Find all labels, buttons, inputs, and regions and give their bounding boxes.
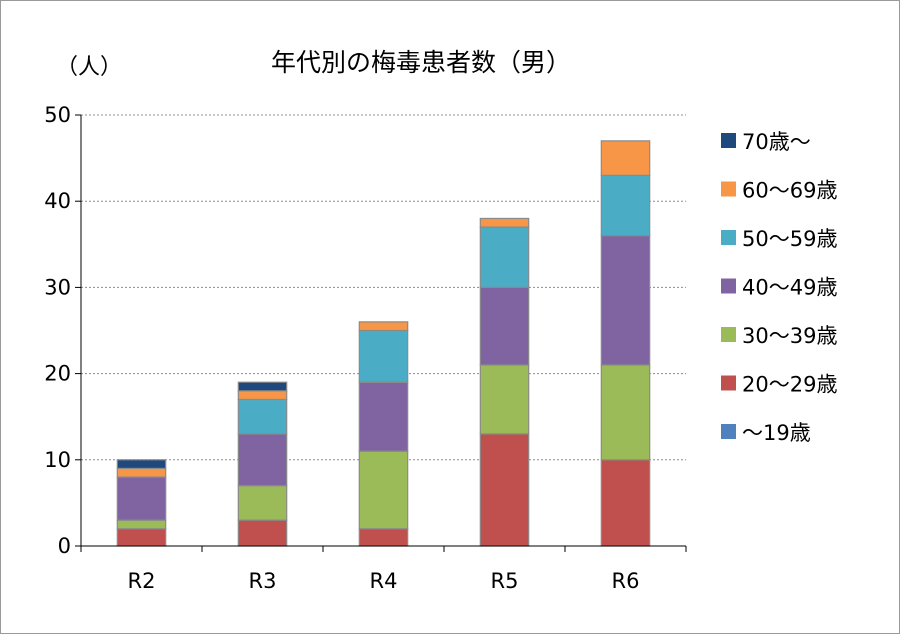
bar-segment — [358, 321, 409, 332]
axes: 0 10 20 30 40 50 R2 R3 R4 R5 R6 — [44, 103, 687, 593]
bar-segment — [116, 459, 167, 470]
x-tick-label: R3 — [249, 569, 277, 593]
legend-label: 70歳～ — [742, 130, 811, 154]
bar-segment — [237, 433, 288, 487]
x-tick-label: R4 — [370, 569, 398, 593]
bars — [116, 140, 651, 547]
bar-segment — [600, 140, 651, 176]
y-tick-label: 20 — [44, 362, 71, 386]
bar-segment — [116, 519, 167, 530]
bar-segment — [116, 528, 167, 547]
legend-swatch — [721, 278, 736, 294]
bar-segment — [479, 217, 530, 228]
bar-segment — [237, 519, 288, 547]
bar-segment — [358, 329, 409, 383]
legend-label: 20～29歳 — [742, 373, 837, 397]
bar-segment — [600, 235, 651, 366]
bar-segment — [479, 433, 530, 547]
y-tick-label: 10 — [44, 448, 71, 472]
legend-swatch — [721, 230, 736, 245]
x-tick-label: R5 — [491, 569, 519, 593]
legend-swatch — [721, 375, 736, 391]
bar-segment — [237, 485, 288, 521]
gridlines — [81, 114, 686, 461]
legend-label: 40～49歳 — [742, 276, 837, 300]
bar-segment — [237, 390, 288, 401]
bar-segment — [116, 467, 167, 478]
legend-label: 50～59歳 — [742, 227, 837, 251]
bar-segment — [358, 381, 409, 452]
bar-segment — [358, 450, 409, 530]
legend-swatch — [721, 133, 736, 148]
legend-label: ～19歳 — [742, 421, 811, 445]
bar-segment — [600, 459, 651, 547]
legend-label: 60～69歳 — [742, 179, 837, 203]
y-tick-label: 50 — [44, 103, 71, 127]
x-tick-label: R2 — [128, 569, 156, 593]
bar-segment — [600, 364, 651, 461]
bar-segment — [237, 398, 288, 435]
bar-segment — [479, 364, 530, 435]
bar-segment — [237, 381, 288, 392]
legend-label: 30～39歳 — [742, 324, 837, 348]
y-tick-label: 30 — [44, 275, 71, 299]
y-unit-label: （人） — [56, 55, 122, 80]
bar-segment — [116, 476, 167, 521]
x-tick-label: R6 — [612, 569, 640, 593]
legend-swatch — [721, 424, 736, 439]
legend-swatch — [721, 327, 736, 342]
chart-title: 年代別の梅毒患者数（男） — [271, 48, 571, 77]
bar-segment — [479, 286, 530, 366]
bar-segment — [479, 226, 530, 288]
legend: 70歳～ 60～69歳 50～59歳 40～49歳 30～39歳 20～29歳 ～19歳 — [721, 130, 837, 445]
bar-segment — [358, 528, 409, 547]
bar-segment — [600, 174, 651, 237]
y-tick-label: 0 — [58, 534, 71, 558]
y-tick-label: 40 — [44, 189, 71, 213]
legend-swatch — [721, 181, 736, 197]
